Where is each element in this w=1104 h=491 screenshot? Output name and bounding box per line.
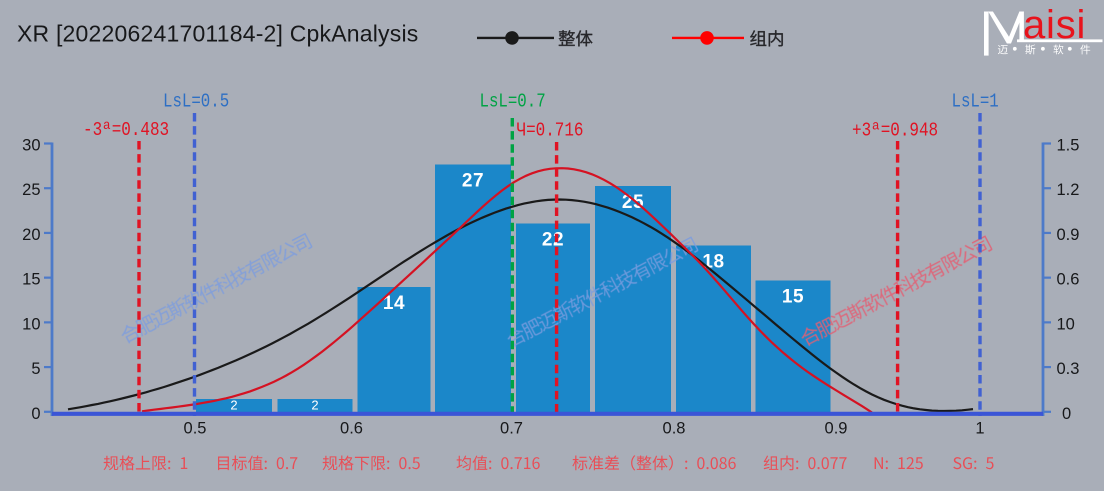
svg-text:LsL=1: LsL=1 (952, 91, 999, 113)
svg-text:25: 25 (622, 192, 644, 213)
svg-text:22: 22 (542, 230, 564, 251)
svg-text:0.6: 0.6 (340, 420, 363, 438)
svg-text:0.6: 0.6 (1057, 271, 1080, 289)
svg-text:2: 2 (230, 398, 237, 413)
svg-text:1.5: 1.5 (1057, 137, 1080, 155)
svg-text:15: 15 (782, 287, 804, 308)
svg-text:2: 2 (311, 398, 318, 413)
svg-text:10: 10 (1057, 315, 1075, 333)
svg-text:0.9: 0.9 (1057, 226, 1080, 244)
svg-text:Ч=0.716: Ч=0.716 (517, 120, 584, 142)
svg-text:0: 0 (31, 405, 40, 423)
svg-text:-3ª=0.483: -3ª=0.483 (83, 120, 169, 142)
svg-text:0.9: 0.9 (825, 420, 848, 438)
svg-text:0.5: 0.5 (184, 420, 207, 438)
svg-text:5: 5 (31, 360, 40, 378)
svg-text:0.3: 0.3 (1057, 360, 1080, 378)
svg-text:27: 27 (462, 171, 484, 192)
svg-text:25: 25 (22, 181, 40, 199)
svg-text:14: 14 (383, 293, 405, 314)
svg-text:0.8: 0.8 (663, 420, 686, 438)
svg-text:1: 1 (975, 420, 984, 438)
svg-text:XR [202206241701184-2] CpkAnal: XR [202206241701184-2] CpkAnalysis (17, 21, 418, 47)
svg-text:0: 0 (1062, 405, 1071, 423)
svg-text:LsL=0.7: LsL=0.7 (480, 91, 546, 113)
svg-text:+3ª=0.948: +3ª=0.948 (852, 120, 938, 142)
svg-text:1.2: 1.2 (1057, 181, 1080, 199)
svg-text:20: 20 (22, 226, 40, 244)
svg-text:0.7: 0.7 (500, 420, 523, 438)
svg-text:10: 10 (22, 315, 40, 333)
svg-text:LsL=0.5: LsL=0.5 (163, 91, 229, 113)
svg-text:30: 30 (22, 137, 40, 155)
svg-text:15: 15 (22, 271, 40, 289)
